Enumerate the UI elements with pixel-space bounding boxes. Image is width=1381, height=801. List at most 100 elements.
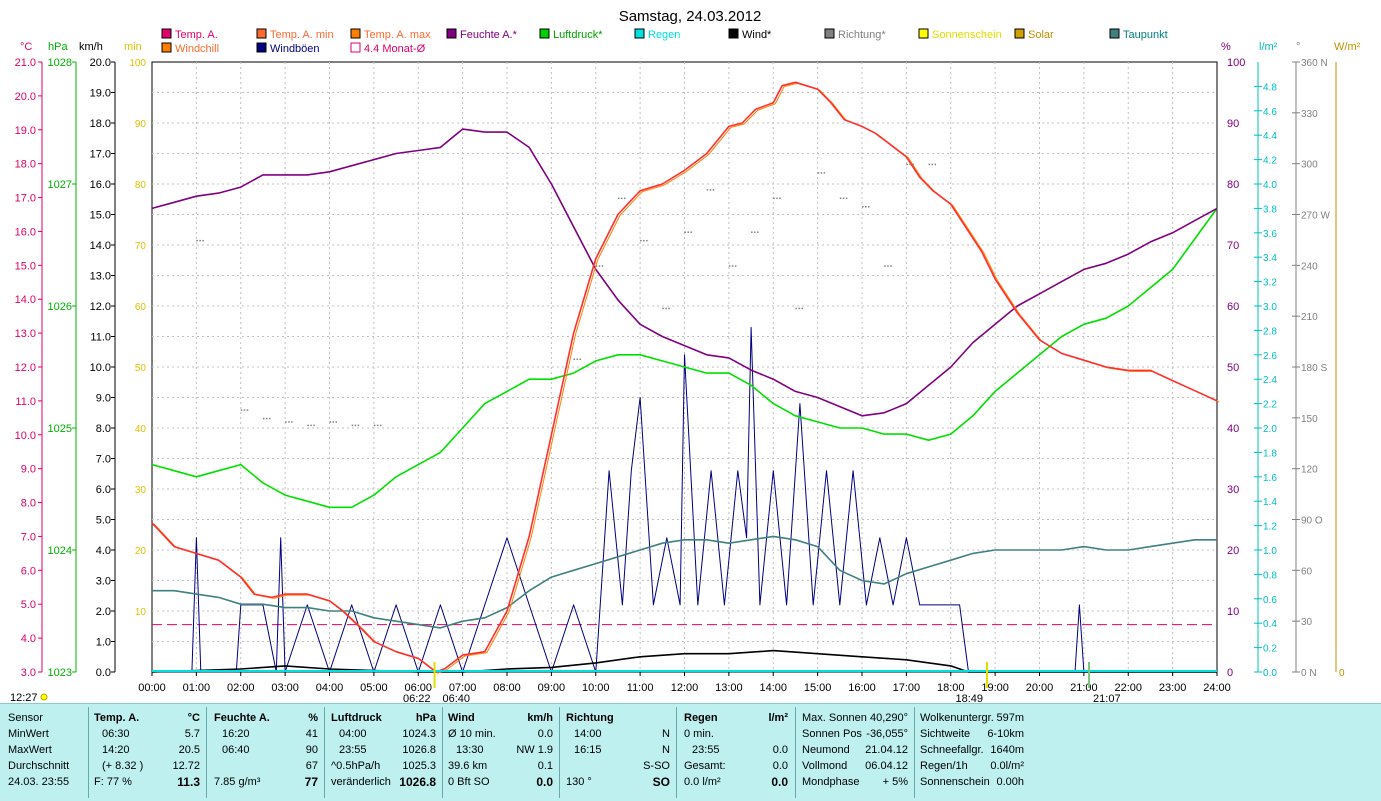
direction-dot — [351, 424, 354, 427]
direction-dot — [576, 358, 579, 361]
wind-run: 39.6 km — [448, 760, 488, 772]
series-windb-en-line — [152, 326, 1217, 673]
wind-tick-label: 0.0 — [96, 667, 111, 679]
pressure-tick-label: 1026 — [48, 301, 72, 313]
rain-tick-label: 2.8 — [1263, 326, 1277, 337]
direction-dot — [620, 197, 623, 200]
direction-tick-label: 330 — [1301, 109, 1318, 120]
rain-header: Regen — [684, 712, 718, 724]
press-max-time: 23:55 — [339, 744, 367, 756]
astro-value-4: + 5% — [882, 776, 908, 788]
pressure-tick-label: 1025 — [48, 423, 72, 435]
pressure-tick-label: 1027 — [48, 179, 72, 191]
rain-tick-label: 4.4 — [1263, 131, 1277, 142]
direction-dot — [646, 239, 648, 242]
wind-tick-label: 9.0 — [96, 393, 111, 405]
x-tick-label: 12:00 — [671, 682, 699, 694]
legend-label: Temp. A. max — [364, 29, 431, 41]
direction-tick-label: 360 N — [1301, 58, 1328, 69]
sun-markers: 12:27 06:22 06:40 18:49 21:07 — [10, 662, 1121, 703]
rain-total-value: 0.0 — [772, 760, 788, 772]
wind-tick-label: 8.0 — [96, 423, 111, 435]
rain-tick-label: 4.8 — [1263, 82, 1277, 93]
wind-tick-label: 7.0 — [96, 454, 111, 466]
x-tick-label: 16:00 — [848, 682, 876, 694]
wind-tick-label: 13.0 — [90, 271, 111, 283]
temp-column: Temp. A. °C 06:30 5.7 14:20 20.5 (+ 8.32 ) 1… — [94, 710, 200, 790]
press-avg-value: 1025.3 — [402, 760, 436, 772]
pressure-axis-header: hPa — [48, 41, 68, 53]
direction-dot — [595, 265, 598, 267]
wind-current-value: 0.0 — [536, 775, 553, 789]
sunshine-tick-label: 70 — [135, 241, 147, 252]
temp-tick-label: 5.0 — [21, 599, 36, 611]
direction-dot — [668, 307, 670, 310]
astro-label-2: Neumond — [802, 744, 850, 756]
temp-axis-header: °C — [20, 41, 32, 53]
x-tick-label: 19:00 — [981, 682, 1009, 694]
wind-avg10-value: 0.0 — [537, 728, 553, 740]
legend-swatch — [256, 28, 267, 39]
humidity-column: Feuchte A.% 16:20 41 06:40 90 67 7.85 g/m³… — [214, 710, 318, 790]
direction-axis-header: ° — [1296, 41, 1300, 53]
legend-label: Luftdruck* — [553, 29, 603, 41]
direction-dot — [734, 265, 737, 267]
x-tick-label: 06:00 — [404, 682, 432, 694]
direction-dot — [376, 424, 379, 427]
press-trend: ^0.5hPa/h — [331, 760, 381, 772]
direction-dot — [909, 163, 911, 166]
wind-max-time: 13:30 — [456, 744, 484, 756]
rain-tick-label: 0.6 — [1263, 595, 1277, 606]
row-label-avg: Durchschnitt — [8, 760, 70, 772]
direction-tick-label: 30 — [1301, 617, 1313, 628]
direction-dot — [329, 421, 331, 423]
legend-label: 4.4 Monat-Ø — [364, 43, 426, 55]
sensor-header: Sensor — [8, 712, 43, 724]
x-axis: 00:00 01:00 02:00 03:00 04:00 05:00 06:00 07:00… — [138, 672, 1231, 694]
astro-label-1: Sonnen Pos — [802, 728, 862, 740]
direction-dot — [757, 231, 759, 233]
rain-tick-label: 3.4 — [1263, 253, 1277, 264]
astro-column: Max. Sonnen 40,290° Sonnen Pos -36,055° Ne… — [802, 710, 908, 790]
direction-dot — [643, 239, 645, 242]
row-label-current: 24.03. 23:55 — [8, 776, 70, 788]
rain-tick-label: 0.2 — [1263, 644, 1277, 655]
wind-tick-label: 1.0 — [96, 637, 111, 649]
sunshine-tick-label: 60 — [135, 302, 147, 313]
legend-swatch — [1014, 28, 1025, 39]
direction-dot — [890, 265, 892, 267]
direction-dot — [265, 417, 268, 420]
sensor-column: Sensor MinWert MaxWert Durchschnitt 24.0… — [8, 710, 88, 790]
hum-avg-value: 67 — [305, 760, 318, 772]
rain-tick-label: 2.2 — [1263, 400, 1277, 411]
pressure-column: Luftdruck hPa 04:00 1024.3 23:55 1026.8 ^0.… — [331, 710, 436, 790]
direction-dot — [246, 409, 249, 411]
sunshine-tick-label: 20 — [135, 546, 147, 557]
cloud-value-3: 0.0l/m² — [990, 760, 1024, 772]
direction-tick-label: 0 N — [1301, 668, 1317, 679]
wind-avg-value: 0.1 — [537, 760, 553, 772]
wind-tick-label: 19.0 — [90, 88, 111, 100]
temp-current-note: F: 77 % — [94, 776, 132, 788]
rain-tick-label: 1.0 — [1263, 546, 1277, 557]
x-tick-label: 15:00 — [804, 682, 832, 694]
wind-tick-label: 4.0 — [96, 545, 111, 557]
wind-avg10: Ø 10 min. — [448, 728, 496, 740]
cloud-column: Wolkenuntergr. 597m Sichtweite 6-10km Schn… — [920, 710, 1024, 790]
direction-dot — [728, 265, 731, 267]
legend-label: Sonnenschein — [932, 29, 1002, 41]
legend-label: Wind* — [742, 29, 772, 41]
legend-swatch — [350, 28, 361, 39]
direction-dot — [662, 307, 664, 310]
humidity-tick-label: 70 — [1227, 240, 1239, 252]
dir-min-value: N — [662, 728, 670, 740]
temp-tick-label: 11.0 — [15, 396, 36, 408]
direction-dot — [887, 265, 889, 267]
wind-tick-label: 3.0 — [96, 576, 111, 588]
dir-current-deg: 130 ° — [566, 776, 592, 788]
weather-chart: Samstag, 24.03.2012 Temp. A. Temp. A. min… — [10, 8, 1361, 703]
humidity-tick-label: 10 — [1227, 606, 1239, 618]
wind-max-value: NW 1.9 — [516, 744, 553, 756]
temp-avg-note: (+ 8.32 ) — [102, 760, 144, 772]
hum-max-time: 06:40 — [222, 744, 250, 756]
